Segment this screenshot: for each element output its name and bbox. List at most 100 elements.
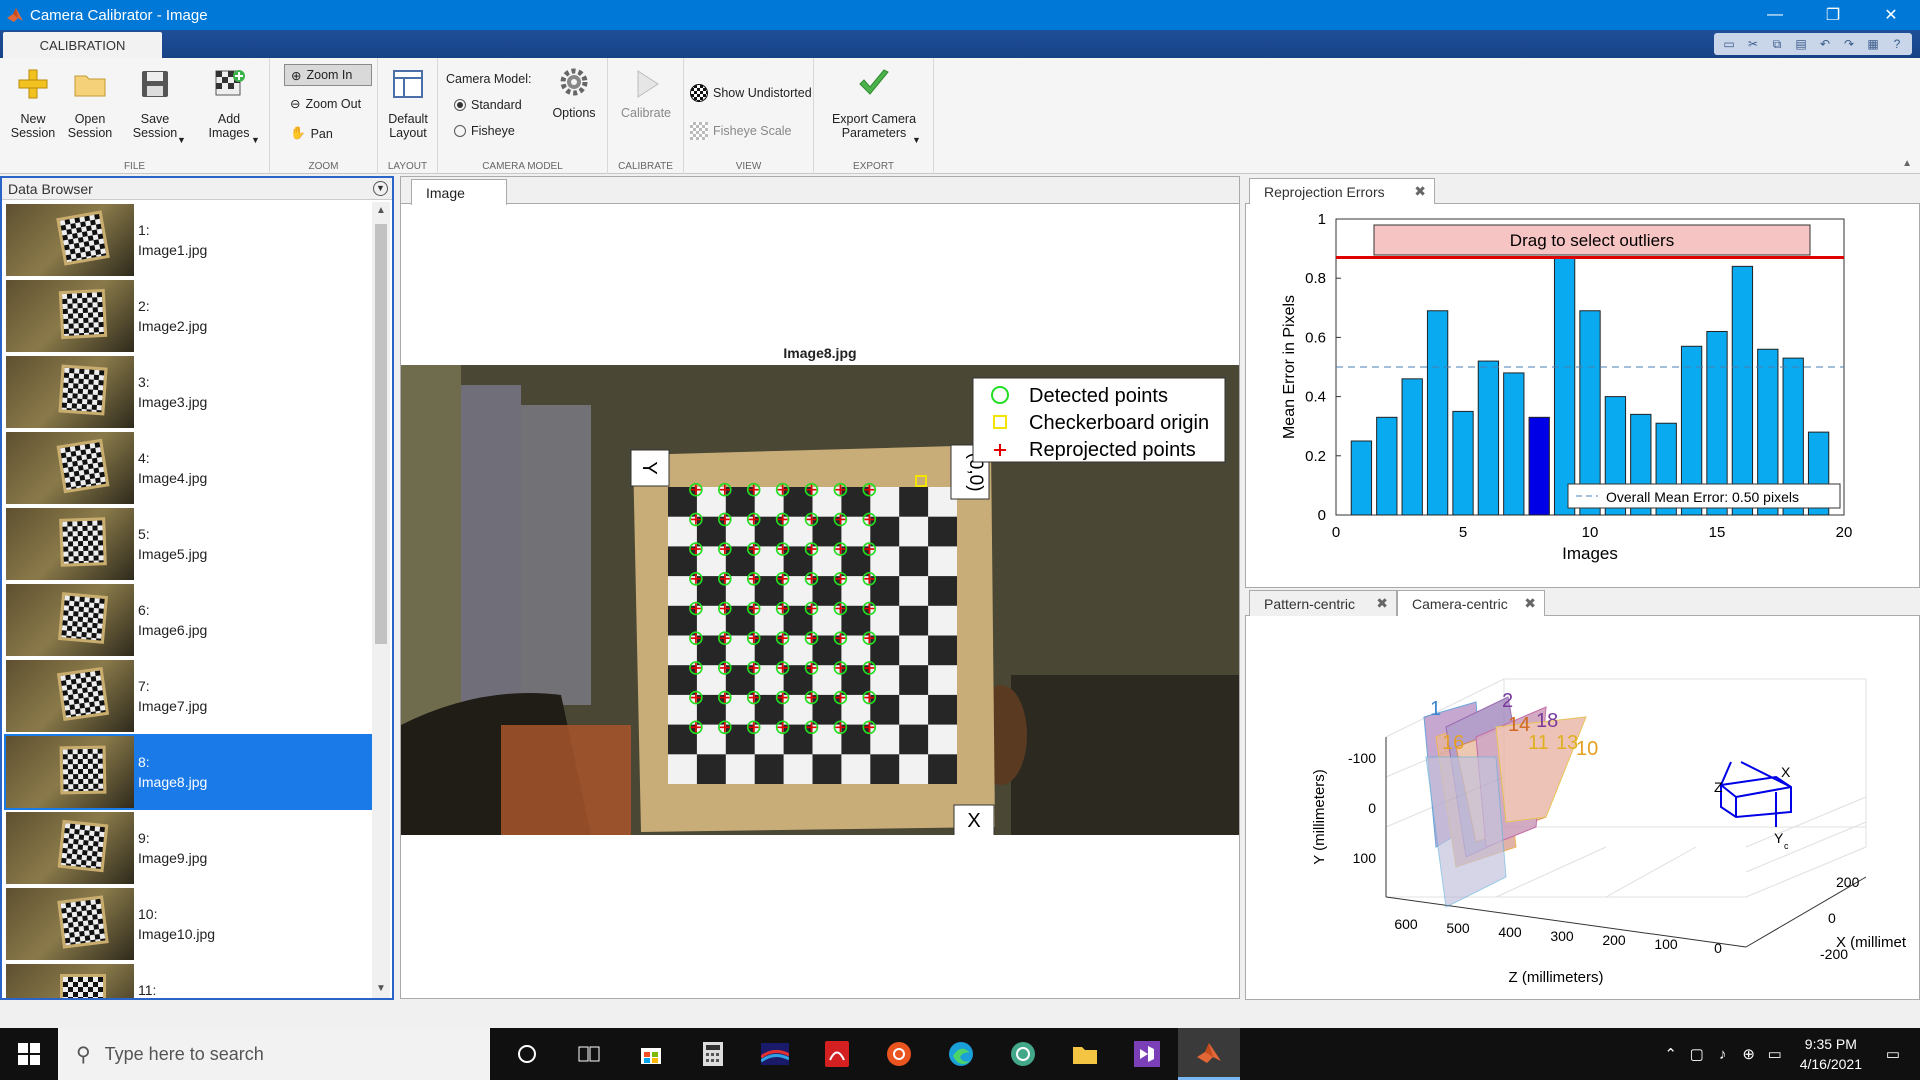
thumbnail-item[interactable]: 6: Image6.jpg [4,582,372,658]
bar-image-17[interactable] [1757,348,1779,516]
close-tab-icon[interactable]: ✖ [1414,183,1426,199]
scroll-down-icon[interactable]: ▼ [376,983,386,994]
thumbnail-item[interactable]: 9: Image9.jpg [4,810,372,886]
chevron-up-icon[interactable]: ⌃ [1664,1046,1677,1063]
restore-button[interactable]: ❐ [1825,7,1841,24]
add-images-dropdown-icon[interactable]: ▼ [251,135,260,145]
calibration-image[interactable]: Y (0,0) X Detected points Checkerboard o… [401,365,1239,835]
close-button[interactable]: ✕ [1884,7,1898,24]
visual-studio-icon[interactable] [1116,1028,1178,1080]
paste-icon[interactable]: ▤ [1795,37,1807,51]
ubuntu-icon[interactable] [868,1028,930,1080]
close-tab-icon[interactable]: ✖ [1524,595,1536,611]
detected-point [862,690,877,705]
bar-image-16[interactable] [1731,265,1754,516]
store-icon[interactable] [620,1028,682,1080]
calibrate-button[interactable]: Calibrate [614,66,678,120]
undo-icon[interactable]: ↶ [1819,37,1831,51]
cortana-icon[interactable] [496,1028,558,1080]
layout-icon[interactable]: ▦ [1867,37,1879,51]
globe-icon[interactable]: ⊕ [1742,1046,1755,1063]
start-button[interactable] [0,1028,58,1080]
options-button[interactable]: Options [546,66,602,120]
bar-image-9[interactable] [1553,256,1576,516]
bar-image-15[interactable] [1706,330,1728,516]
edge-icon[interactable] [930,1028,992,1080]
copy-icon[interactable]: ⧉ [1772,37,1782,51]
save-icon[interactable]: ▭ [1723,37,1735,51]
media-app-icon[interactable] [744,1028,806,1080]
detected-point [689,601,703,616]
thumbnail-item[interactable]: 8: Image8.jpg [4,734,372,810]
task-view-icon[interactable] [558,1028,620,1080]
bar-image-8[interactable] [1528,416,1550,516]
bar-image-6[interactable] [1477,360,1500,516]
checker-square [928,516,957,547]
network-drive-icon[interactable]: ▢ [1689,1046,1704,1063]
thumbnail-image [6,584,134,656]
bar-image-18[interactable] [1782,357,1804,516]
battery-icon[interactable]: ▭ [1767,1046,1782,1063]
tab-reprojection-errors[interactable]: Reprojection Errors ✖ [1249,178,1435,204]
scrollbar-thumb[interactable] [375,224,387,644]
thumbnail-item[interactable]: 4: Image4.jpg [4,430,372,506]
taskbar-search[interactable]: ⚲ Type here to search [58,1028,490,1080]
bar-image-7[interactable] [1503,372,1525,516]
acrobat-icon[interactable] [806,1028,868,1080]
save-session-button[interactable]: Save Session [124,66,186,140]
cut-icon[interactable]: ✂ [1747,37,1759,51]
notifications-icon[interactable]: ▭ [1885,1046,1901,1063]
help-icon[interactable]: ? [1893,37,1901,51]
chatgpt-icon[interactable] [992,1028,1054,1080]
volume-icon[interactable]: ♪ [1718,1045,1727,1063]
calculator-icon[interactable] [682,1028,744,1080]
bar-image-5[interactable] [1452,410,1474,516]
outlier-select-box[interactable] [1373,224,1811,256]
y-axis-label-box: Y [630,449,670,487]
bar-image-3[interactable] [1401,378,1423,516]
thumbnail-item[interactable]: 1: Image1.jpg [4,202,372,278]
clock[interactable]: 9:35 PM 4/16/2021 [1800,1034,1862,1074]
pan-button[interactable]: ✋ Pan [290,126,333,141]
export-dropdown-icon[interactable]: ▼ [912,135,921,145]
bar-image-10[interactable] [1579,310,1601,516]
thumbnail-item[interactable]: 2: Image2.jpg [4,278,372,354]
data-browser-scrollbar[interactable]: ▲ ▼ [372,202,390,998]
thumbnail-item[interactable]: 11: [4,962,372,998]
tab-camera-centric[interactable]: Camera-centric ✖ [1397,590,1545,616]
save-session-dropdown-icon[interactable]: ▼ [177,135,186,145]
default-layout-button[interactable]: Default Layout [382,66,434,140]
show-undistorted-button[interactable]: Show Undistorted [690,84,812,102]
scroll-up-icon[interactable]: ▲ [376,205,386,216]
bar-image-4[interactable] [1426,310,1449,516]
add-images-button[interactable]: Add Images [198,66,260,140]
zoom-in-button[interactable]: ⊕ Zoom In [284,64,372,86]
matlab-taskbar-icon[interactable] [1178,1028,1240,1080]
thumbnail-label: 4: Image4.jpg [138,448,207,488]
collapse-ribbon-icon[interactable]: ▲ [1902,158,1912,169]
fisheye-radio[interactable]: Fisheye [454,124,515,138]
redo-icon[interactable]: ↷ [1843,37,1855,51]
bar-image-1[interactable] [1350,440,1373,516]
tab-calibration[interactable]: CALIBRATION [3,32,162,58]
standard-radio[interactable]: Standard [454,98,522,112]
reprojection-bar-chart[interactable]: 0 0.2 0.4 0.6 0.8 1 0 5 10 15 20 Drag to select o… [1246,205,1919,587]
thumbnail-item[interactable]: 5: Image5.jpg [4,506,372,582]
bar-image-2[interactable] [1376,416,1398,516]
close-tab-icon[interactable]: ✖ [1376,595,1388,611]
tab-pattern-centric[interactable]: Pattern-centric ✖ [1249,590,1397,616]
thumbnail-item[interactable]: 7: Image7.jpg [4,658,372,734]
zoom-out-button[interactable]: ⊖ Zoom Out [290,96,361,112]
thumbnail-item[interactable]: 3: Image3.jpg [4,354,372,430]
open-session-button[interactable]: Open Session [64,66,116,140]
export-camera-parameters-button[interactable]: Export Camera Parameters [822,66,926,140]
panel-menu-icon[interactable]: ▼ [373,181,388,196]
thumbnail-item[interactable]: 10: Image10.jpg [4,886,372,962]
tab-image[interactable]: Image [411,179,507,205]
minimize-button[interactable]: — [1767,6,1783,23]
fisheye-scale-button[interactable]: Fisheye Scale [690,122,792,140]
file-explorer-icon[interactable] [1054,1028,1116,1080]
bar-image-14[interactable] [1680,345,1703,516]
new-session-button[interactable]: New Session [8,66,58,140]
